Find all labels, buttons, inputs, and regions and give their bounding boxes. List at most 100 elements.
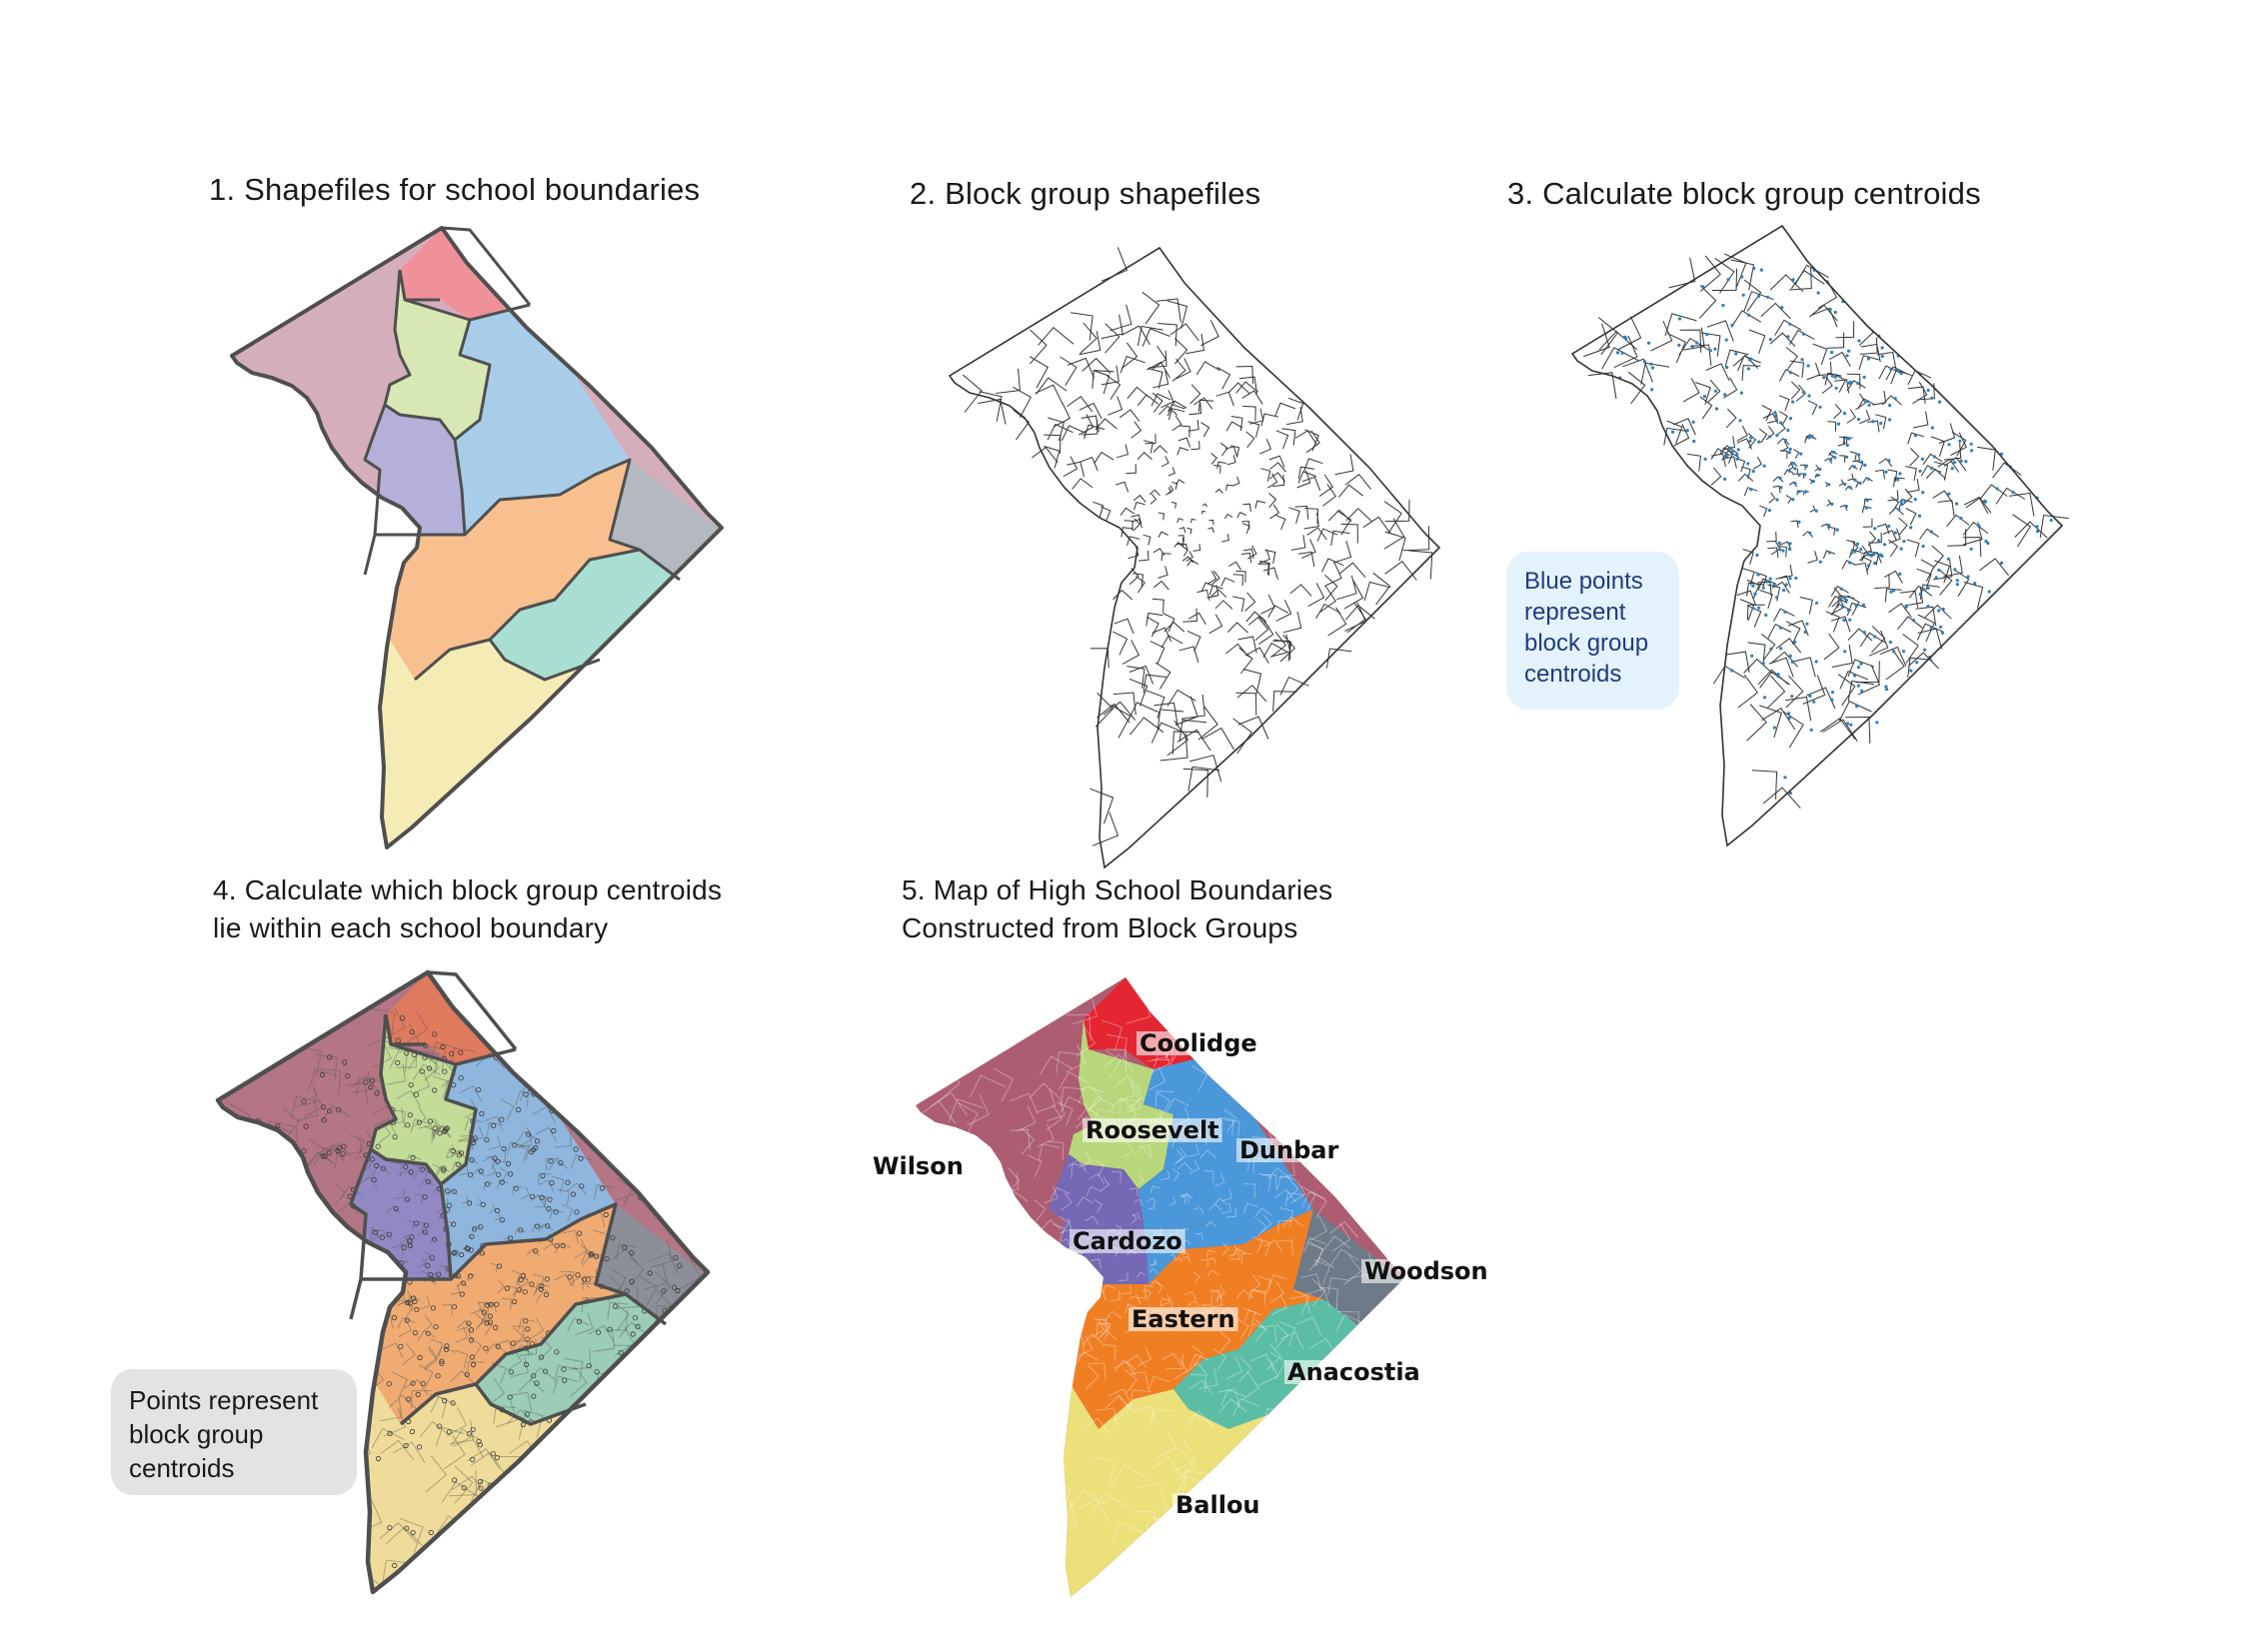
block-group-boundary — [1760, 633, 1776, 661]
block-group-boundary — [1171, 731, 1199, 755]
centroid-point — [488, 1301, 494, 1308]
block-group-boundary — [1131, 421, 1142, 439]
block-group-boundary — [1748, 329, 1766, 354]
block-group-boundary — [1111, 1097, 1135, 1111]
block-group-boundary — [2014, 521, 2048, 539]
centroid-point — [401, 1244, 407, 1250]
block-group-boundary — [1184, 1413, 1213, 1431]
block-group-boundary — [1174, 1256, 1182, 1263]
centroid-point — [551, 1127, 557, 1134]
block-group-boundary — [450, 1370, 475, 1384]
block-group-boundary — [1992, 462, 2022, 479]
centroid-point — [443, 1346, 449, 1353]
block-group-boundary — [1916, 623, 1944, 641]
block-group-boundary — [1154, 662, 1171, 690]
centroid-point — [1940, 631, 1944, 635]
block-group-boundary — [1129, 1084, 1143, 1109]
centroid-point — [1746, 462, 1750, 466]
block-group-boundary — [475, 1313, 485, 1330]
centroid-point — [1783, 776, 1787, 780]
label-halo — [1284, 1360, 1423, 1384]
centroid-point — [1932, 455, 1937, 459]
block-group-boundary — [1236, 1318, 1249, 1340]
panel-1-map — [230, 226, 724, 849]
centroid-point — [1973, 582, 1977, 586]
block-group-boundary — [1402, 526, 1430, 552]
block-group-boundary — [1995, 487, 2026, 505]
block-group-boundary — [1251, 1235, 1263, 1253]
centroid-point — [303, 1123, 309, 1129]
centroid-point — [1871, 420, 1875, 424]
block-group-boundary — [1746, 604, 1765, 621]
centroid-point — [429, 1255, 435, 1261]
label-halo — [1236, 1138, 1342, 1162]
centroid-point — [1873, 635, 1877, 639]
centroid-point — [1867, 403, 1871, 407]
centroid-point — [553, 1209, 559, 1215]
centroid-point — [466, 1200, 473, 1206]
centroid-point — [428, 1529, 434, 1536]
block-group-boundary — [1384, 561, 1417, 581]
centroid-point — [1855, 542, 1860, 546]
centroid-point — [539, 1283, 545, 1289]
centroid-point — [599, 1185, 606, 1191]
centroid-point — [410, 1154, 416, 1160]
block-group-boundary — [1736, 438, 1753, 450]
block-group-boundary — [1213, 1172, 1225, 1187]
block-group-boundary — [1142, 440, 1153, 454]
centroid-point — [523, 1318, 529, 1324]
block-group-boundary — [548, 1159, 569, 1171]
block-group-boundary — [1938, 423, 1956, 444]
block-group-boundary — [1309, 1215, 1328, 1241]
centroid-point — [1977, 524, 1981, 528]
block-group-boundary — [1217, 1117, 1234, 1136]
block-group-boundary — [1241, 521, 1250, 530]
block-group-boundary — [1225, 1207, 1236, 1218]
block-group-boundary — [1105, 1395, 1134, 1410]
block-group-boundary — [495, 1400, 518, 1428]
block-group-boundary — [1198, 1368, 1218, 1389]
block-group-boundary — [1823, 633, 1840, 661]
block-group-boundary — [1587, 372, 1617, 400]
block-group-boundary — [1583, 323, 1610, 358]
block-group-boundary — [1067, 357, 1096, 379]
centroid-point — [410, 1380, 416, 1386]
block-group-boundary — [1794, 264, 1829, 285]
block-group-boundary — [417, 1329, 437, 1342]
block-group-boundary — [1768, 657, 1794, 678]
block-group-boundary — [1267, 605, 1289, 618]
centroid-point — [1833, 375, 1837, 379]
block-group-boundary — [499, 1166, 509, 1181]
centroid-point — [1775, 434, 1779, 438]
block-group-boundary — [1071, 1163, 1088, 1178]
block-group-boundary — [1072, 478, 1094, 490]
block-group-boundary — [1767, 675, 1786, 709]
block-group-boundary — [1268, 493, 1277, 509]
block-group-boundary — [1322, 1235, 1351, 1251]
block-group-boundary — [1863, 498, 1873, 506]
block-group-boundary — [554, 1364, 578, 1383]
centroid-point — [408, 1169, 414, 1175]
block-group-boundary — [1847, 680, 1875, 702]
centroid-point — [1853, 478, 1857, 482]
centroid-point — [1846, 609, 1850, 613]
centroid-point — [1685, 429, 1689, 433]
centroid-point — [1833, 310, 1837, 315]
centroid-point — [432, 1031, 438, 1037]
block-group-boundary — [1119, 1272, 1129, 1282]
block-group-boundary — [405, 1295, 421, 1306]
centroid-point — [487, 1313, 493, 1319]
block-group-boundary — [451, 1475, 489, 1499]
block-group-boundary — [1166, 689, 1196, 707]
block-group-boundary — [1767, 624, 1792, 639]
block-group-boundary — [1737, 473, 1754, 482]
block-group-boundary — [432, 1075, 449, 1099]
block-group-boundary — [517, 1143, 531, 1160]
centroid-point — [1650, 366, 1655, 370]
block-group-boundary — [456, 1326, 472, 1340]
centroid-point — [1843, 482, 1847, 487]
centroid-point — [1913, 498, 1917, 502]
block-group-boundary — [1094, 1319, 1108, 1333]
centroid-point — [1899, 372, 1903, 376]
block-group-boundary — [340, 1185, 363, 1198]
